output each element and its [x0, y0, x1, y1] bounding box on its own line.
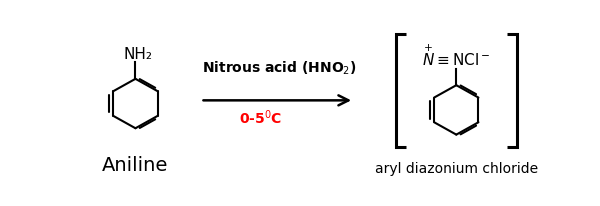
Text: aryl diazonium chloride: aryl diazonium chloride	[375, 162, 538, 176]
Text: Aniline: Aniline	[102, 155, 169, 174]
Text: 0-5$^0$C: 0-5$^0$C	[239, 108, 283, 126]
Text: $\overset{+}{N}$$\equiv$NCl$^-$: $\overset{+}{N}$$\equiv$NCl$^-$	[422, 43, 491, 69]
Text: NH₂: NH₂	[123, 47, 152, 61]
Text: Nitrous acid (HNO$_2$): Nitrous acid (HNO$_2$)	[202, 60, 357, 77]
